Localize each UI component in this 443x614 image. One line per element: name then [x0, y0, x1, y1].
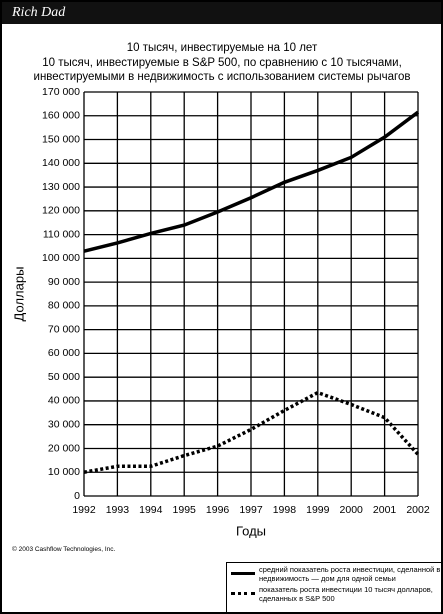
legend-swatch [231, 572, 255, 575]
legend: средний показатель роста инвестиции, сде… [226, 562, 441, 612]
x-axis-label: Годы [236, 523, 266, 538]
y-tick-label: 10 000 [48, 466, 80, 478]
data-line [83, 390, 420, 474]
x-tick-label: 2001 [373, 504, 397, 516]
legend-label: показатель роста инвестиции 10 тысяч дол… [259, 585, 433, 603]
y-tick-label: 0 [74, 490, 80, 502]
x-tick-label: 1997 [239, 504, 263, 516]
y-tick-label: 170 000 [42, 86, 80, 98]
legend-swatch [231, 592, 255, 595]
y-tick-label: 120 000 [42, 205, 80, 217]
x-tick-label: 2000 [340, 504, 364, 516]
x-tick-label: 1999 [306, 504, 330, 516]
chart-subtitle: 10 тысяч, инвестируемые в S&P 500, по ср… [42, 57, 402, 69]
x-tick-label: 1996 [206, 504, 230, 516]
y-tick-label: 100 000 [42, 252, 80, 264]
y-axis-label: Доллары [11, 267, 26, 322]
x-tick-label: 2002 [406, 504, 430, 516]
x-tick-label: 1995 [173, 504, 197, 516]
x-tick-label: 1998 [273, 504, 297, 516]
y-tick-label: 140 000 [42, 157, 80, 169]
y-tick-label: 150 000 [42, 133, 80, 145]
chart: 10 тысяч, инвестируемые на 10 лет 10 тыся… [11, 42, 430, 538]
chart-subtitle: инвестируемыми в недвижимость с использо… [34, 71, 411, 83]
y-tick-label: 160 000 [42, 110, 80, 122]
x-tick-label: 1993 [106, 504, 130, 516]
y-tick-label: 110 000 [43, 228, 80, 240]
y-tick-label: 130 000 [42, 181, 80, 193]
chart-title: 10 тысяч, инвестируемые на 10 лет [127, 42, 318, 54]
legend-item: показатель роста инвестиции 10 тысяч дол… [227, 585, 441, 603]
y-tick-label: 30 000 [48, 418, 80, 430]
y-tick-label: 20 000 [48, 442, 80, 454]
y-tick-label: 90 000 [48, 276, 80, 288]
x-tick-label: 1994 [139, 504, 163, 516]
y-tick-label: 80 000 [48, 300, 80, 312]
brand: Rich Dad [2, 2, 441, 24]
y-tick-label: 50 000 [48, 371, 80, 383]
legend-item: средний показатель роста инвестиции, сде… [227, 565, 441, 583]
y-tick-label: 70 000 [48, 323, 80, 335]
legend-label: средний показатель роста инвестиции, сде… [259, 565, 441, 583]
copyright: © 2003 Cashflow Technologies, Inc. [12, 546, 116, 553]
data-line [83, 110, 420, 253]
y-tick-label: 60 000 [48, 347, 80, 359]
y-tick-label: 40 000 [48, 395, 80, 407]
x-tick-label: 1992 [72, 504, 96, 516]
